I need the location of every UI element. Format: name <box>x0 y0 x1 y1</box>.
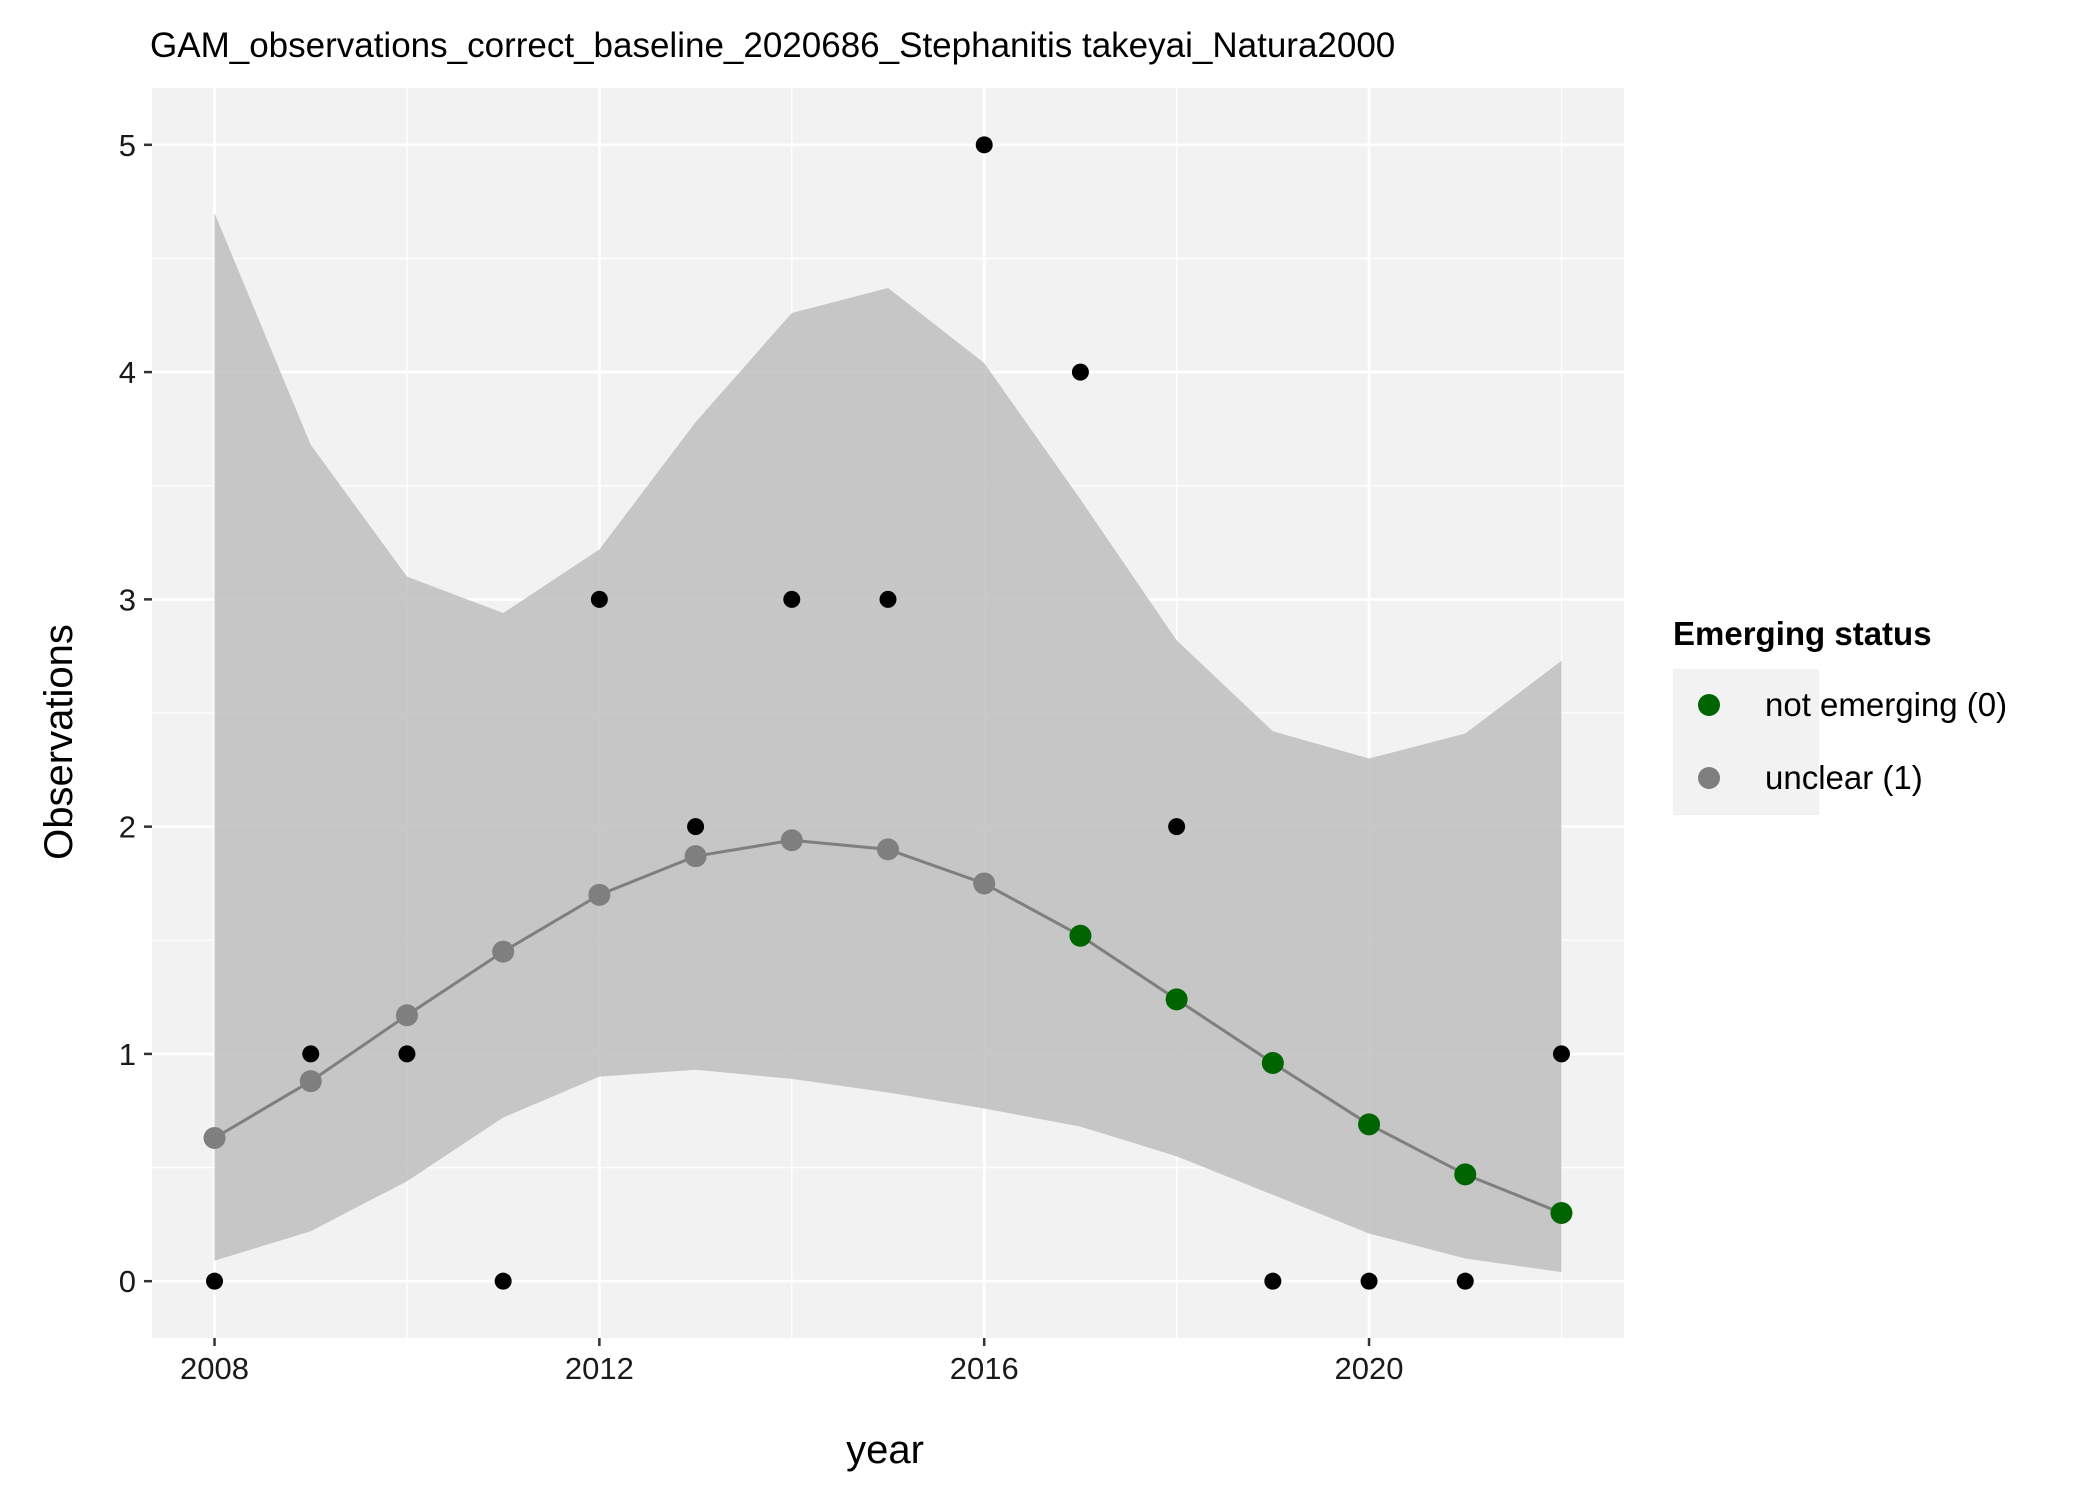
y-tick-label: 5 <box>119 128 136 163</box>
fitted-point-not-emerging <box>1358 1113 1381 1136</box>
x-axis: 2008 2012 2016 2020 <box>180 1338 1404 1386</box>
legend-key-background <box>1673 669 1819 815</box>
fitted-point-not-emerging <box>1550 1202 1573 1224</box>
fitted-point-unclear <box>973 872 996 895</box>
observed-points <box>206 136 1570 1290</box>
legend-title: Emerging status <box>1673 615 1932 652</box>
fitted-point-unclear <box>203 1127 226 1149</box>
observed-point <box>302 1045 320 1063</box>
observed-point <box>398 1045 416 1063</box>
fitted-point-not-emerging <box>1165 988 1188 1011</box>
y-tick-label: 4 <box>119 355 136 390</box>
legend-key-not-emerging <box>1698 694 1720 716</box>
x-tick-label: 2020 <box>1335 1351 1404 1386</box>
fitted-point-unclear <box>684 845 707 868</box>
x-tick-label: 2016 <box>950 1351 1019 1386</box>
fitted-point-unclear <box>780 829 803 852</box>
y-axis: 0 1 2 3 4 5 <box>119 128 152 1299</box>
legend: Emerging status not emerging (0) unclear… <box>1673 615 2007 815</box>
fitted-point-unclear <box>877 838 899 861</box>
legend-key-unclear <box>1698 767 1720 789</box>
observed-point <box>879 590 897 608</box>
x-axis-title: year <box>846 1428 924 1472</box>
observed-point <box>783 590 801 608</box>
observed-point <box>1264 1272 1282 1290</box>
legend-label-unclear: unclear (1) <box>1765 759 1923 796</box>
fitted-point-unclear <box>395 1004 418 1027</box>
y-tick-label: 3 <box>119 582 136 617</box>
x-tick-label: 2012 <box>565 1351 634 1386</box>
fitted-point-unclear <box>492 940 515 963</box>
fitted-point-unclear <box>588 883 611 906</box>
observed-point <box>206 1272 224 1290</box>
x-tick-label: 2008 <box>180 1351 249 1386</box>
observed-point <box>1360 1272 1378 1290</box>
observed-point <box>1168 818 1186 836</box>
observed-point <box>1456 1272 1474 1290</box>
fitted-point-not-emerging <box>1454 1163 1477 1186</box>
observed-point <box>494 1272 512 1290</box>
y-tick-label: 1 <box>119 1037 136 1072</box>
observed-point <box>687 818 705 836</box>
observed-point <box>1552 1045 1570 1063</box>
observed-point <box>1071 363 1089 381</box>
fitted-points <box>203 829 1573 1224</box>
fitted-point-unclear <box>299 1070 322 1093</box>
y-tick-label: 2 <box>119 810 136 845</box>
legend-label-not-emerging: not emerging (0) <box>1765 686 2007 723</box>
confidence-ribbon <box>214 213 1562 1273</box>
chart-title: GAM_observations_correct_baseline_202068… <box>150 26 1395 65</box>
fitted-point-not-emerging <box>1261 1052 1284 1074</box>
fitted-point-not-emerging <box>1069 924 1092 947</box>
y-axis-title: Observations <box>37 624 81 860</box>
observed-point <box>975 136 993 154</box>
observed-point <box>590 590 608 608</box>
y-tick-label: 0 <box>119 1264 136 1299</box>
